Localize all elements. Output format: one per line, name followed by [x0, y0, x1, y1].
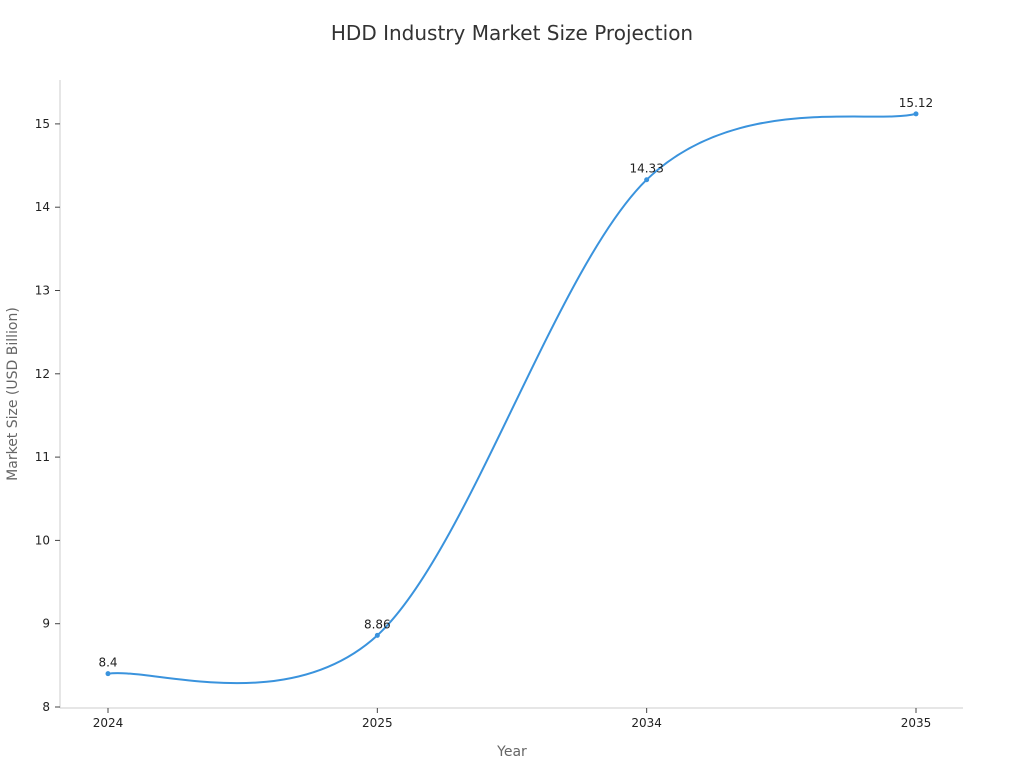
y-axis-ticks: 8 9 10 11 12 13 14 15 — [35, 117, 60, 714]
y-tick-label: 9 — [42, 617, 50, 631]
y-tick-label: 12 — [35, 367, 50, 381]
data-point — [374, 632, 380, 638]
x-tick-label: 2025 — [362, 716, 393, 730]
x-tick-label: 2034 — [631, 716, 662, 730]
chart-title: HDD Industry Market Size Projection — [331, 21, 693, 45]
series-layer — [105, 111, 919, 685]
data-label: 8.4 — [98, 656, 117, 670]
y-tick-label: 10 — [35, 533, 50, 547]
x-axis-label: Year — [496, 744, 527, 760]
y-tick-label: 15 — [35, 117, 50, 131]
y-tick-label: 13 — [35, 284, 50, 298]
data-label: 8.86 — [364, 617, 391, 631]
y-axis-label: Market Size (USD Billion) — [5, 307, 21, 481]
data-labels: 8.4 8.86 14.33 15.12 — [98, 96, 933, 670]
x-axis-ticks: 2024 2025 2034 2035 — [93, 708, 932, 730]
y-tick-label: 14 — [35, 200, 50, 214]
data-point — [644, 177, 650, 183]
x-tick-label: 2035 — [901, 716, 932, 730]
data-label: 14.33 — [629, 162, 663, 176]
data-point — [105, 671, 111, 677]
x-tick-label: 2024 — [93, 716, 124, 730]
series-line — [107, 112, 917, 685]
y-tick-label: 8 — [42, 700, 50, 714]
data-point — [913, 111, 919, 117]
y-tick-label: 11 — [35, 450, 50, 464]
data-label: 15.12 — [899, 96, 933, 110]
